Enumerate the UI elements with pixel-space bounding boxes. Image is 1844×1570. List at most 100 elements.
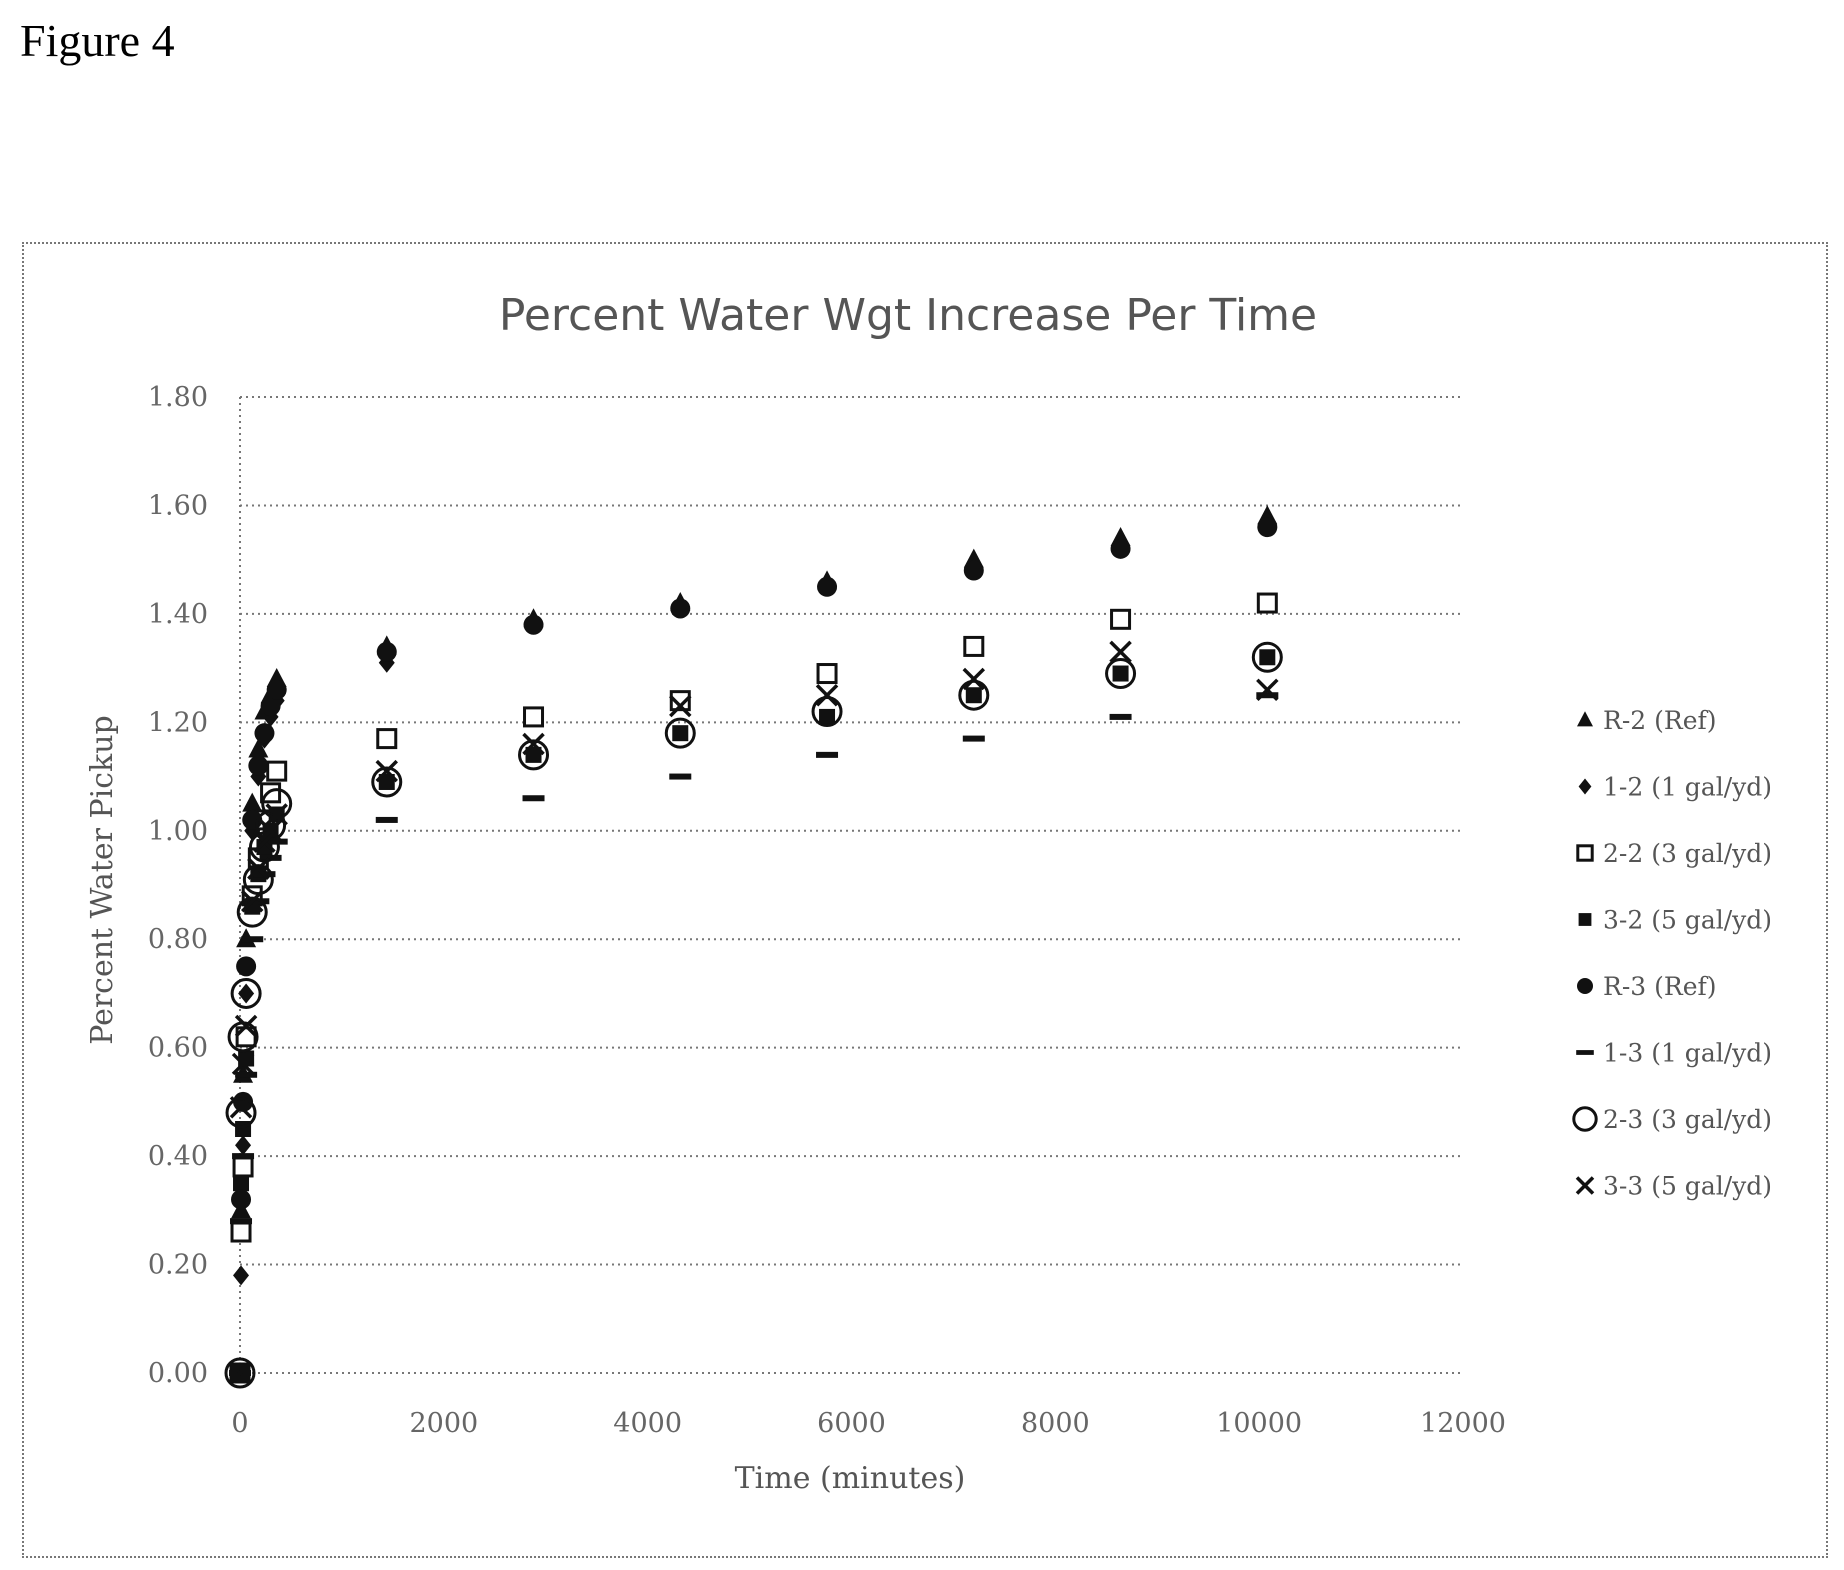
legend-item: 2-3 (3 gal/yd) [1572,1105,1772,1134]
data-point [225,1097,257,1129]
y-tick-label: 0.80 [148,924,208,955]
data-point [248,738,269,758]
legend-marker [1575,1176,1595,1195]
data-point [1110,608,1132,630]
data-point [228,1361,252,1385]
data-point [1105,658,1137,690]
data-point [242,792,263,812]
data-point [1256,592,1278,614]
y-tick-label: 1.40 [148,599,208,630]
data-point [232,1156,254,1178]
figure-label: Figure 4 [20,15,175,66]
data-point [1109,713,1132,720]
data-point [234,1014,258,1038]
x-tick-label: 2000 [409,1408,478,1439]
data-point [236,896,268,928]
data-point [229,1096,253,1119]
chart-title: Percent Water Wgt Increase Per Time [499,290,1317,341]
legend-marker [1576,1050,1594,1055]
y-tick-label: 1.80 [148,382,208,413]
data-point [259,819,282,843]
data-point [230,1221,252,1243]
series-1 [230,505,1278,1381]
data-point [255,809,287,841]
data-point [260,696,281,717]
data-point [230,977,262,1009]
data-point [248,755,269,776]
series-7 [224,641,1283,1389]
data-point [1110,538,1131,559]
legend-label: 1-3 (1 gal/yd) [1603,1039,1772,1068]
data-point [1259,649,1276,666]
data-point [1257,517,1278,538]
data-point [962,667,986,691]
data-point [817,576,838,597]
data-point [230,1218,253,1225]
series-4 [232,649,1276,1381]
legend-marker [1577,711,1593,727]
y-tick-label: 0.20 [148,1250,208,1281]
data-point [259,854,282,861]
legend-label: 2-3 (3 gal/yd) [1603,1105,1772,1134]
data-point [247,898,270,905]
legend-marker [1576,844,1594,862]
legend-marker [1578,778,1592,795]
y-tick-labels: 0.00 0.20 0.40 0.60 0.80 1.00 1.20 1.40 1.60 1.80 [148,382,208,1389]
legend-label: 3-2 (5 gal/yd) [1603,906,1772,935]
legend-item: R-3 (Ref) [1577,972,1717,1001]
data-point [233,1175,250,1192]
data-point [1256,678,1279,702]
data-point [265,803,288,826]
data-point [518,739,550,771]
data-point [238,983,255,1004]
data-point [816,663,838,685]
data-point [523,614,544,635]
data-point [965,687,982,704]
gridlines [239,396,1463,1374]
data-point [375,816,398,823]
y-tick-label: 1.00 [148,816,208,847]
data-point [376,641,397,662]
data-point [962,735,985,742]
y-axis-title: Percent Water Pickup [85,715,120,1045]
data-point [672,725,689,742]
data-point [669,773,692,780]
data-point [371,766,403,798]
y-tick-label: 0.60 [148,1033,208,1064]
data-point [670,598,691,619]
data-point [240,890,264,913]
data-point [1256,692,1279,699]
y-tick-label: 1.20 [148,707,208,738]
data-point [816,751,839,758]
data-point [253,830,276,853]
data-point [231,1052,255,1076]
data-point [819,708,836,725]
data-point [963,635,985,657]
data-point [815,683,839,707]
data-point [523,706,545,728]
x-axis-title: Time (minutes) [735,1461,966,1496]
legend-label: 3-3 (5 gal/yd) [1603,1172,1772,1201]
x-tick-label: 4000 [613,1408,682,1439]
series-3 [229,592,1278,1384]
data-points [224,505,1283,1389]
legend-label: 1-2 (1 gal/yd) [1603,773,1772,802]
y-tick-label: 0.40 [148,1141,208,1172]
series-8 [228,640,1279,1385]
data-point [236,956,257,977]
data-point [1109,640,1132,664]
data-point [266,760,288,782]
legend-marker [1578,913,1592,926]
legend-item: 1-3 (1 gal/yd) [1576,1039,1772,1068]
data-point [669,694,692,718]
x-tick-label: 0 [231,1408,248,1439]
data-point [378,773,395,790]
data-point [247,857,270,880]
series-5 [230,517,1278,1383]
data-point [522,795,545,802]
data-point [232,1153,255,1160]
data-point [261,788,293,820]
data-point [241,936,264,943]
legend-marker [1577,978,1593,994]
data-point [963,560,984,581]
